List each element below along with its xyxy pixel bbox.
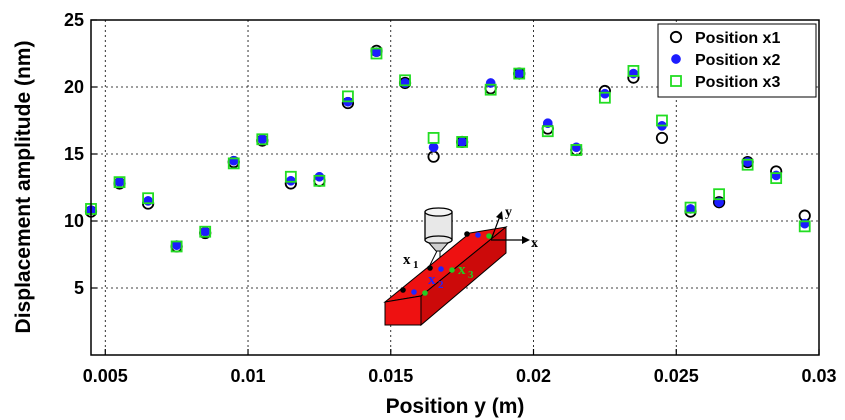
- y-tick-label: 25: [64, 10, 84, 30]
- inset-point-x2: [438, 266, 444, 272]
- data-point-series-3: [570, 144, 583, 156]
- legend: Position x1 Position x2 Position x3: [657, 23, 817, 98]
- x-tick-label: 0.015: [368, 366, 413, 386]
- data-point-series-3: [713, 188, 725, 201]
- data-point-series-2: [200, 226, 211, 237]
- svg-text:3: 3: [468, 269, 474, 281]
- data-point-series-3: [199, 225, 212, 238]
- data-point-series-3: [227, 157, 240, 170]
- y-tick-label: 10: [64, 211, 84, 231]
- svg-text:x: x: [403, 252, 411, 268]
- data-point-series-3: [684, 201, 697, 214]
- y-tick-label: 20: [64, 77, 84, 97]
- data-point-series-3: [456, 136, 469, 148]
- data-point-series-3: [370, 47, 383, 60]
- inset-axes: [490, 211, 530, 244]
- inset-point-x1: [400, 287, 406, 293]
- series-3: [85, 47, 811, 253]
- data-point-series-3: [256, 133, 269, 146]
- legend-marker-series-2: [671, 54, 681, 64]
- inset-point-x3: [486, 233, 492, 239]
- data-point-series-3: [342, 90, 354, 103]
- inset-point-x1: [464, 231, 470, 237]
- data-point-series-2: [485, 78, 496, 88]
- x-tick-label: 0.01: [230, 366, 265, 386]
- x-axis-title: Position y (m): [386, 395, 525, 418]
- data-point-series-3: [513, 67, 526, 80]
- data-point-series-3: [627, 65, 640, 77]
- y-axis-title: Displacement amplitude (nm): [12, 41, 35, 334]
- data-point-series-3: [656, 114, 668, 127]
- data-point-series-2: [742, 157, 753, 167]
- data-point-series-1: [655, 131, 669, 145]
- data-point-series-2: [228, 155, 239, 166]
- y-tick-label: 15: [64, 144, 84, 164]
- data-point-series-3: [142, 192, 154, 205]
- axis-ticks: 0.005 0.01 0.015 0.02 0.025 0.03 5 10 15 20 25: [64, 10, 837, 386]
- data-point-series-2: [628, 68, 639, 79]
- red-beam: [383, 225, 508, 327]
- data-point-series-2: [257, 134, 268, 145]
- data-point-series-3: [598, 91, 611, 104]
- legend-marker-series-3: [670, 75, 682, 87]
- x-tick-label: 0.005: [83, 366, 128, 386]
- data-point-series-2: [514, 68, 525, 79]
- inset-label-x3: x 3: [458, 262, 474, 281]
- data-point-series-2: [285, 175, 296, 186]
- data-point-series-3: [313, 174, 326, 187]
- legend-marker-series-1: [669, 30, 683, 44]
- data-point-series-3: [541, 125, 554, 138]
- data-point-series-3: [427, 132, 440, 144]
- data-point-series-1: [712, 196, 726, 209]
- svg-text:x: x: [428, 272, 436, 288]
- inset-point-x3: [449, 267, 455, 273]
- inset-point-x1: [427, 265, 433, 271]
- legend-label-series-3: Position x3: [695, 74, 780, 91]
- data-point-series-3: [798, 220, 811, 233]
- plot-border: [90, 19, 820, 356]
- inset-label-x2: x 2: [428, 272, 444, 291]
- data-point-series-2: [428, 142, 439, 153]
- data-point-series-3: [770, 172, 783, 185]
- data-point-series-3: [741, 158, 754, 171]
- data-point-series-3: [113, 176, 126, 189]
- beam-inset-diagram: x y x 1 x 2 x 3: [383, 205, 538, 327]
- inset-point-x2: [411, 289, 417, 295]
- data-point-series-3: [284, 170, 297, 183]
- svg-text:2: 2: [438, 279, 444, 291]
- legend-label-series-1: Position x1: [695, 30, 780, 47]
- inset-axis-y-label: y: [505, 205, 512, 220]
- data-point-series-2: [400, 78, 410, 88]
- data-point-series-2: [457, 137, 467, 147]
- data-markers: [84, 44, 811, 253]
- inset-point-x3: [422, 290, 428, 296]
- y-tick-label: 5: [74, 278, 84, 298]
- x-tick-label: 0.025: [654, 366, 699, 386]
- x-tick-label: 0.03: [801, 366, 836, 386]
- legend-label-series-2: Position x2: [695, 52, 780, 69]
- camera-icon: [424, 207, 453, 270]
- inset-axis-x-label: x: [531, 236, 538, 251]
- data-point-series-2: [600, 88, 610, 99]
- data-point-series-2: [114, 177, 125, 187]
- x-tick-label: 0.02: [516, 366, 551, 386]
- data-point-series-3: [484, 83, 497, 96]
- data-point-series-3: [399, 74, 411, 87]
- data-point-series-2: [799, 218, 810, 229]
- svg-text:1: 1: [413, 259, 419, 271]
- inset-point-x2: [475, 232, 481, 238]
- legend-box: [657, 23, 817, 98]
- svg-text:x: x: [458, 262, 466, 278]
- data-point-series-2: [314, 171, 325, 182]
- data-point-series-3: [170, 240, 183, 253]
- inset-label-x1: x 1: [403, 252, 419, 271]
